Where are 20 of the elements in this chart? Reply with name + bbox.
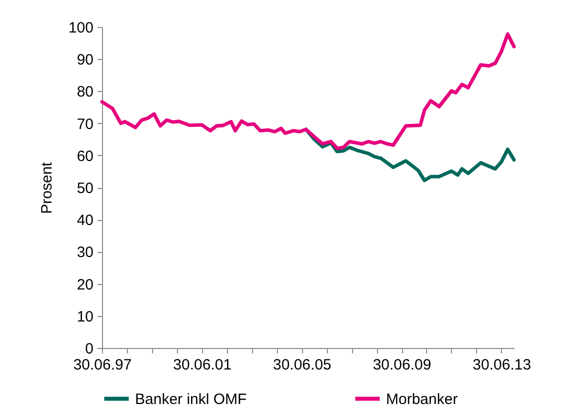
y-tick-label: 20: [76, 276, 94, 294]
y-tick-label: 40: [76, 212, 94, 230]
x-tick-label: 30.06.09: [372, 356, 432, 374]
legend-label: Morbanker: [386, 390, 458, 408]
x-tick-label: 30.06.01: [173, 356, 232, 374]
x-tick-label: 30.06.05: [272, 356, 332, 374]
y-tick-label: 80: [76, 84, 94, 101]
y-tick-label: 30: [76, 244, 94, 262]
legend-label: Banker inkl OMF: [135, 390, 247, 408]
y-tick-label: 90: [76, 52, 94, 69]
y-tick-label: 70: [76, 116, 94, 133]
y-tick-label: 60: [76, 148, 94, 165]
x-tick-label: 30.06.13: [472, 356, 532, 374]
y-tick-label: 50: [76, 180, 94, 197]
y-axis-title: Prosent: [38, 161, 56, 214]
y-tick-label: 100: [68, 20, 94, 36]
line-series: [100, 32, 516, 150]
x-tick-label: 30.06.97: [73, 356, 132, 374]
y-tick-label: 10: [76, 308, 94, 326]
y-tick-label: 0: [85, 340, 94, 358]
